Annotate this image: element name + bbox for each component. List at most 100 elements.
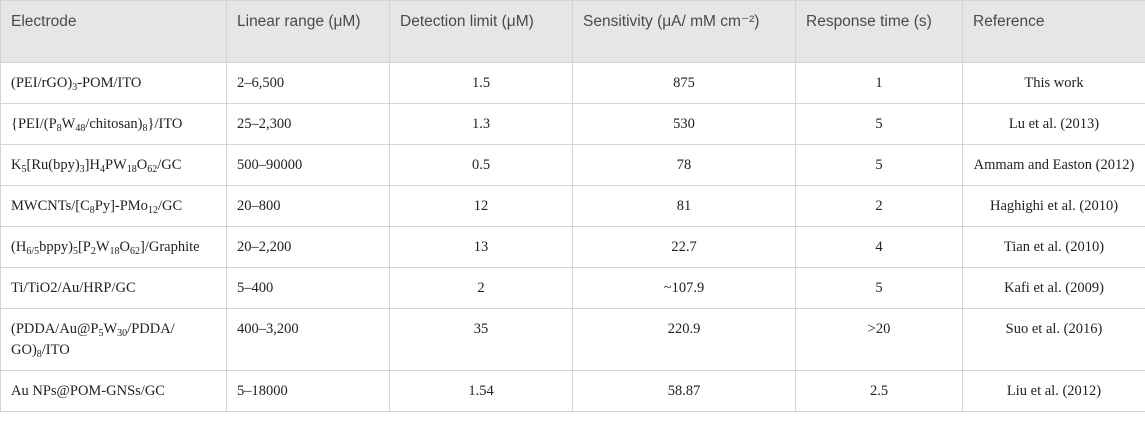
table-cell: >20 <box>795 308 963 371</box>
text-run: ]/Graphite <box>140 239 200 255</box>
subscript: 8 <box>56 123 62 134</box>
table-cell: Tian et al. (2010) <box>962 226 1145 268</box>
table-row: K5[Ru(bpy)3]H4PW18O62/GC 500–90000 0.5 78 5 A… <box>0 144 1145 186</box>
text-run: /GC <box>157 198 183 214</box>
text-run: O <box>119 239 131 255</box>
table-cell: 5–400 <box>226 267 390 309</box>
text-run: PW <box>104 157 127 173</box>
subscript: 6/5 <box>26 246 40 257</box>
subscript: 62 <box>147 164 158 175</box>
table-cell: 13 <box>389 226 573 268</box>
table-cell: 2–6,500 <box>226 62 390 104</box>
text-run: /GC <box>157 157 182 173</box>
table-cell: 20–800 <box>226 185 390 227</box>
table-cell: Suo et al. (2016) <box>962 308 1145 371</box>
table-cell: 81 <box>572 185 796 227</box>
text-run: K <box>11 157 22 173</box>
text-run: [P <box>77 239 91 255</box>
table-cell: Lu et al. (2013) <box>962 103 1145 145</box>
electrode-cell: (H6/5bppy)5[P2W18O62]/Graphite <box>0 226 227 268</box>
table-cell: 25–2,300 <box>226 103 390 145</box>
table-row: (PDDA/Au@P5W30/PDDA/ GO)8/ITO 400–3,200 35… <box>0 308 1145 371</box>
table-cell: 2.5 <box>795 370 963 412</box>
electrode-cell: K5[Ru(bpy)3]H4PW18O62/GC <box>0 144 227 186</box>
text-run: ]H <box>84 157 100 173</box>
text-run: }/ITO <box>147 116 183 132</box>
subscript: 5 <box>98 328 104 339</box>
table-row: MWCNTs/[C8Py]-PMo12/GC 20–800 12 81 2 Haghigh… <box>0 185 1145 227</box>
table-cell: 78 <box>572 144 796 186</box>
electrode-cell: Au NPs@POM-GNSs/GC <box>0 370 227 412</box>
subscript: 8 <box>89 205 95 216</box>
table-cell: 58.87 <box>572 370 796 412</box>
subscript: 2 <box>90 246 96 257</box>
table-cell: 20–2,200 <box>226 226 390 268</box>
header-cell: Sensitivity (μA/ mM cm⁻²) <box>572 0 796 63</box>
text-run: W <box>61 116 76 132</box>
text-run: /PDDA/ GO) <box>11 321 175 358</box>
text-run: [Ru(bpy) <box>26 157 80 173</box>
table-cell: Haghighi et al. (2010) <box>962 185 1145 227</box>
subscript: 30 <box>117 328 128 339</box>
table-cell: Ammam and Easton (2012) <box>962 144 1145 186</box>
subscript: 5 <box>72 246 78 257</box>
text-run: /chitosan) <box>85 116 143 132</box>
subscript: 3 <box>72 82 78 93</box>
table-cell: 1.3 <box>389 103 573 145</box>
table-cell: Kafi et al. (2009) <box>962 267 1145 309</box>
table-cell: 500–90000 <box>226 144 390 186</box>
subscript: 12 <box>147 205 158 216</box>
table-cell: 1.54 <box>389 370 573 412</box>
table-cell: 530 <box>572 103 796 145</box>
table-row: Ti/TiO2/Au/HRP/GC 5–400 2 ~107.9 5 Kafi et al… <box>0 267 1145 309</box>
electrode-cell: {PEI/(P8W48/chitosan)8}/ITO <box>0 103 227 145</box>
table-cell: 220.9 <box>572 308 796 371</box>
subscript: 18 <box>109 246 120 257</box>
subscript: 48 <box>75 123 86 134</box>
subscript: 62 <box>130 246 141 257</box>
table-row: (PEI/rGO)3-POM/ITO 2–6,500 1.5 875 1 This wor… <box>0 62 1145 104</box>
table-cell: 5–18000 <box>226 370 390 412</box>
text-run: (PEI/rGO) <box>11 75 73 91</box>
electrode-cell: MWCNTs/[C8Py]-PMo12/GC <box>0 185 227 227</box>
text-run: MWCNTs/[C <box>11 198 90 214</box>
text-run: -POM/ITO <box>77 75 142 91</box>
subscript: 8 <box>36 349 42 360</box>
table-cell: 35 <box>389 308 573 371</box>
text-run: Au NPs@POM-GNSs/GC <box>11 383 165 399</box>
table-cell: 12 <box>389 185 573 227</box>
table-cell: 5 <box>795 144 963 186</box>
text-run: Ti/TiO2/Au/HRP/GC <box>11 280 136 296</box>
table-cell: 4 <box>795 226 963 268</box>
electrode-cell: (PDDA/Au@P5W30/PDDA/ GO)8/ITO <box>0 308 227 371</box>
table-row: {PEI/(P8W48/chitosan)8}/ITO 25–2,300 1.3 53… <box>0 103 1145 145</box>
text-run: O <box>136 157 148 173</box>
text-run: {PEI/(P <box>11 116 57 132</box>
header-cell: Response time (s) <box>795 0 963 63</box>
table-cell: 2 <box>389 267 573 309</box>
text-run: Py]-PMo <box>94 198 148 214</box>
table-cell: 5 <box>795 267 963 309</box>
table-cell: 2 <box>795 185 963 227</box>
subscript: 4 <box>99 164 105 175</box>
table-body: (PEI/rGO)3-POM/ITO 2–6,500 1.5 875 1 This wor… <box>0 62 1145 412</box>
table-cell: ~107.9 <box>572 267 796 309</box>
comparison-table: Electrode Linear range (μM) Detection limi… <box>0 0 1145 412</box>
header-row: Electrode Linear range (μM) Detection limi… <box>0 0 1145 63</box>
table-cell: 0.5 <box>389 144 573 186</box>
table-cell: 22.7 <box>572 226 796 268</box>
subscript: 5 <box>21 164 27 175</box>
electrode-cell: Ti/TiO2/Au/HRP/GC <box>0 267 227 309</box>
header-cell: Electrode <box>0 0 227 63</box>
subscript: 8 <box>142 123 148 134</box>
table-cell: 875 <box>572 62 796 104</box>
table-cell: 1.5 <box>389 62 573 104</box>
table-cell: 5 <box>795 103 963 145</box>
header-cell: Detection limit (μM) <box>389 0 573 63</box>
subscript: 3 <box>79 164 85 175</box>
table-cell: This work <box>962 62 1145 104</box>
text-run: (H <box>11 239 27 255</box>
text-run: (PDDA/Au@P <box>11 321 99 337</box>
text-run: W <box>95 239 110 255</box>
